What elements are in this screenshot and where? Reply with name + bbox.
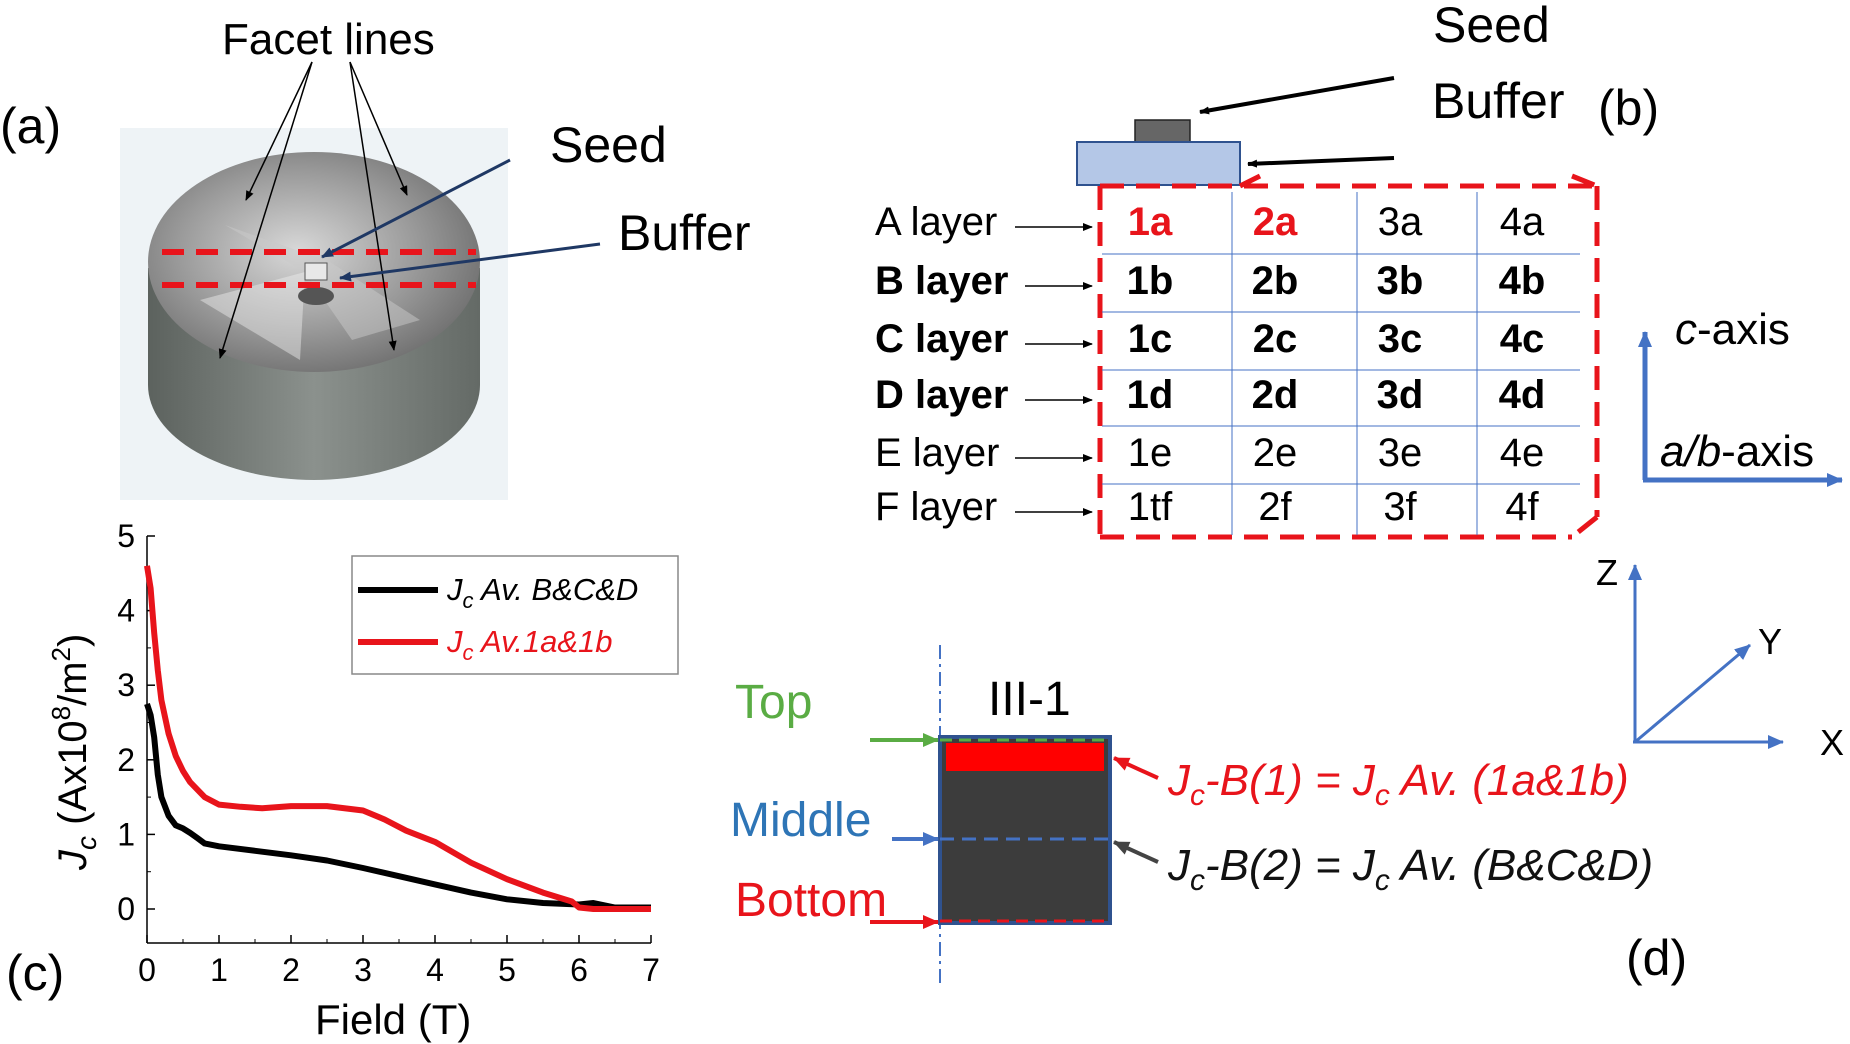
legend-entry-red: Jc Av.1a&1b bbox=[446, 624, 613, 665]
slice-box bbox=[1097, 173, 1600, 540]
y-tick-label: 3 bbox=[117, 667, 135, 703]
y-axis-arrow bbox=[1634, 643, 1751, 744]
y-tick-label: 2 bbox=[117, 742, 135, 778]
buffer-crystal bbox=[298, 287, 334, 305]
cell-label: 4d bbox=[1499, 373, 1546, 417]
y-tick-label: 1 bbox=[117, 816, 135, 852]
cell-label: 3a bbox=[1378, 200, 1423, 244]
z-axis-label: Z bbox=[1596, 552, 1618, 593]
x-tick-label: 5 bbox=[498, 952, 516, 988]
layer-label: A layer bbox=[875, 200, 997, 244]
x-axis-title: Field (T) bbox=[315, 996, 471, 1043]
cell-label: 2a bbox=[1253, 200, 1298, 244]
cell-label: 1tf bbox=[1128, 485, 1173, 529]
panel-d-label: (d) bbox=[1626, 930, 1687, 986]
x-tick-label: 7 bbox=[642, 952, 660, 988]
cell-label: 4f bbox=[1505, 485, 1539, 529]
layer-label: C layer bbox=[875, 317, 1008, 361]
buffer-block bbox=[1076, 141, 1241, 186]
cell-label: 3b bbox=[1377, 259, 1424, 303]
panel-b: (b) Seed Buffer A layer 1a 2a 3a 4a B layer 1b… bbox=[875, 0, 1843, 540]
cell-label: 1e bbox=[1128, 431, 1173, 475]
cell-label: 3d bbox=[1377, 373, 1424, 417]
cell-label: 2b bbox=[1252, 259, 1299, 303]
top-label: Top bbox=[735, 676, 812, 729]
cell-label: 2c bbox=[1253, 317, 1298, 361]
y-tick-label: 0 bbox=[117, 891, 135, 927]
x-tick-label: 1 bbox=[210, 952, 228, 988]
series-line-red bbox=[144, 565, 651, 912]
cell-label: 1c bbox=[1128, 317, 1173, 361]
panel-a-label: (a) bbox=[0, 98, 61, 154]
x-tick-label: 2 bbox=[282, 952, 300, 988]
panel-c-label: (c) bbox=[6, 945, 64, 1001]
middle-label: Middle bbox=[730, 794, 871, 847]
cell-label: 4e bbox=[1500, 431, 1545, 475]
panel-c: (c) 0 1 2 3 4 5 6 7 0 1 2 3 4 5 Field (T) Jc (Ax108/m… bbox=[6, 518, 679, 1043]
cell-label: 2d bbox=[1252, 373, 1299, 417]
panel-b-label: (b) bbox=[1598, 80, 1659, 136]
cell-label: 1d bbox=[1127, 373, 1174, 417]
panel-a: (a) Facet lines Seed Buffer bbox=[0, 15, 751, 500]
layer-rows: A layer 1a 2a 3a 4a B layer 1b 2b 3b 4b C layer 1c 2… bbox=[875, 200, 1545, 529]
layer-label: D layer bbox=[875, 373, 1008, 417]
cell-label: 4c bbox=[1500, 317, 1545, 361]
x-axis-label: X bbox=[1820, 722, 1844, 763]
layer-label: E layer bbox=[875, 431, 1000, 475]
seed-crystal bbox=[304, 262, 328, 281]
seed-label-b: Seed bbox=[1433, 0, 1550, 53]
cell-label: 3e bbox=[1378, 431, 1423, 475]
x-tick-label: 4 bbox=[426, 952, 444, 988]
jc-chart: 0 1 2 3 4 5 6 7 0 1 2 3 4 5 bbox=[117, 518, 660, 988]
x-tick-label: 6 bbox=[570, 952, 588, 988]
equation-1: Jc-B(1) = Jc Av. (1a&1b) bbox=[1167, 756, 1629, 812]
seed-label-a: Seed bbox=[550, 117, 667, 173]
panel-d: (d) III-1 Top Middle Bottom Jc-B(1) = Jc… bbox=[730, 552, 1844, 986]
cell-label: 2f bbox=[1258, 485, 1292, 529]
cell-label: 1a bbox=[1128, 200, 1173, 244]
legend-entry-black: Jc Av. B&C&D bbox=[446, 572, 638, 613]
cell-label: 1b bbox=[1127, 259, 1174, 303]
bottom-label: Bottom bbox=[735, 874, 887, 927]
sample-label: III-1 bbox=[988, 673, 1071, 726]
y-tick-label: 5 bbox=[117, 518, 135, 554]
x-tick-label: 3 bbox=[354, 952, 372, 988]
top-slice bbox=[946, 743, 1104, 771]
buffer-label-a: Buffer bbox=[618, 205, 751, 261]
cell-label: 2e bbox=[1253, 431, 1298, 475]
buffer-label-b: Buffer bbox=[1432, 73, 1565, 129]
layer-label: F layer bbox=[875, 485, 997, 529]
chart-legend bbox=[351, 555, 679, 675]
layer-grid bbox=[1102, 192, 1580, 535]
facet-lines-label: Facet lines bbox=[222, 15, 435, 64]
y-tick-label: 4 bbox=[117, 593, 135, 629]
x-tick-label: 0 bbox=[138, 952, 156, 988]
ab-axis-label: a/b-axis bbox=[1660, 427, 1814, 476]
seed-block bbox=[1134, 119, 1191, 144]
y-axis-title: Jc (Ax108/m2) bbox=[46, 634, 102, 871]
cell-label: 4b bbox=[1499, 259, 1546, 303]
c-axis-label: c-axis bbox=[1675, 305, 1790, 354]
layer-label: B layer bbox=[875, 259, 1008, 303]
equation-2: Jc-B(2) = Jc Av. (B&C&D) bbox=[1167, 841, 1653, 897]
cell-label: 3f bbox=[1383, 485, 1417, 529]
cell-label: 3c bbox=[1378, 317, 1423, 361]
y-axis-label: Y bbox=[1758, 621, 1782, 662]
cell-label: 4a bbox=[1500, 200, 1545, 244]
